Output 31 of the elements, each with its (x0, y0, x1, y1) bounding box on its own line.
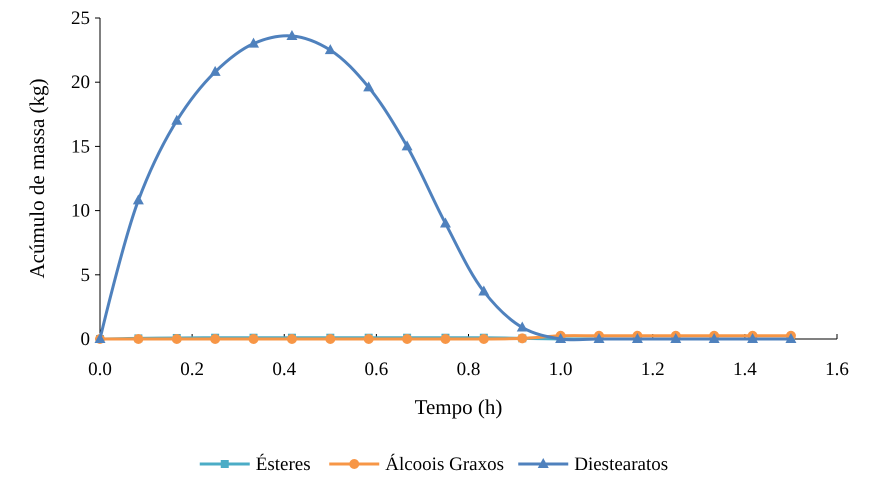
legend-label: Ésteres (256, 453, 311, 475)
x-tick-label: 1.2 (640, 359, 665, 380)
x-tick-label: 1.6 (825, 359, 849, 380)
point (286, 30, 298, 40)
point (402, 140, 413, 150)
point (210, 66, 221, 76)
y-axis-title: Acúmulo de massa (kg) (25, 78, 49, 279)
y-tick-label: 5 (80, 264, 90, 286)
point (248, 38, 260, 48)
x-tick-label: 0.0 (88, 359, 112, 380)
point (440, 217, 451, 228)
x-tick-label: 1.0 (548, 359, 572, 380)
x-tick-label: 0.6 (364, 359, 388, 380)
point (516, 321, 528, 332)
point (171, 114, 182, 125)
y-tick-label: 25 (71, 8, 90, 29)
y-tick-label: 20 (71, 72, 90, 94)
y-tick-label: 0 (80, 329, 90, 350)
point (324, 44, 336, 54)
y-tick-label: 15 (71, 136, 90, 158)
x-tick-label: 1.4 (733, 359, 758, 380)
y-tick-label: 10 (71, 200, 90, 222)
legend-label: Álcoois Graxos (385, 453, 504, 475)
x-tick-label: 0.2 (180, 359, 204, 380)
point (363, 81, 374, 92)
point (478, 285, 490, 296)
x-tick-label: 0.4 (272, 359, 297, 380)
x-axis-title: Tempo (h) (414, 395, 502, 419)
x-tick-label: 0.8 (456, 359, 480, 380)
point (132, 194, 144, 204)
legend-label: Diestearatos (574, 454, 668, 475)
